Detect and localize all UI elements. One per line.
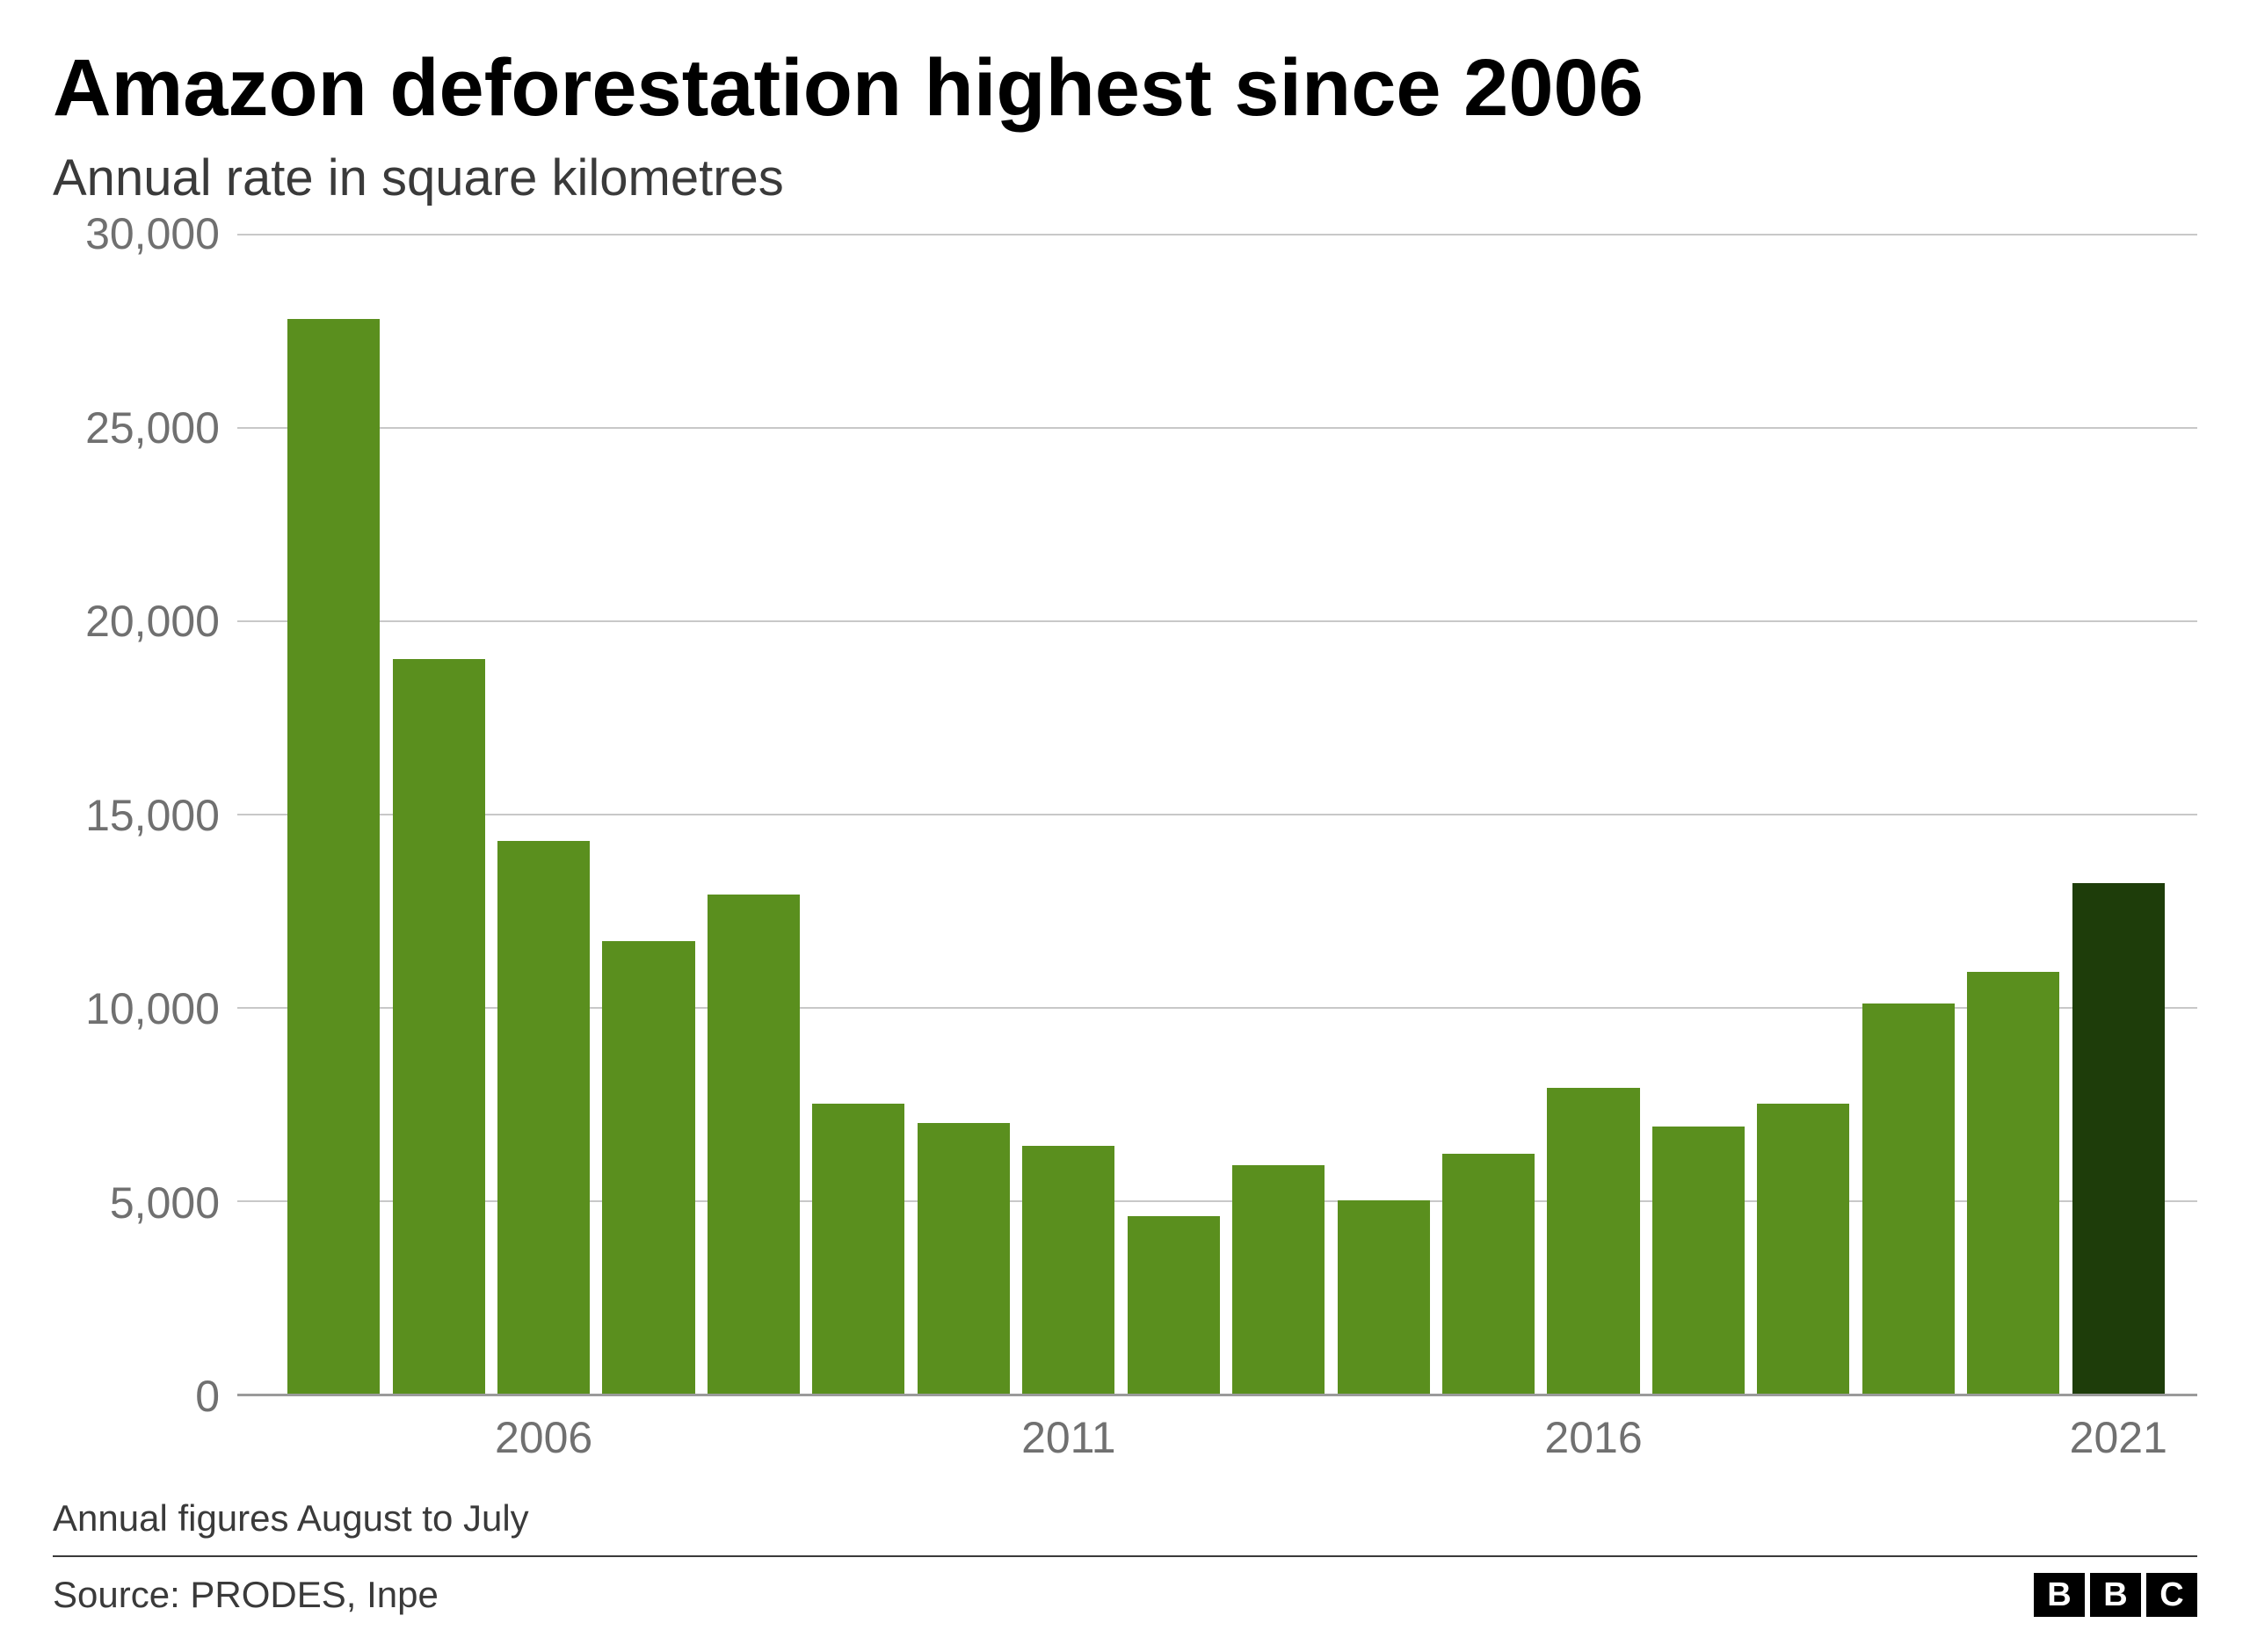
bar [1862, 1004, 1955, 1394]
footnote: Annual figures August to July [53, 1475, 2197, 1555]
bar [1652, 1127, 1745, 1394]
bar [287, 319, 380, 1394]
bbc-logo-block: B [2034, 1573, 2085, 1617]
bar [1022, 1146, 1114, 1394]
bar-slot [2065, 234, 2170, 1394]
bar-slot [1751, 234, 1855, 1394]
x-tick-label: 2016 [1544, 1412, 1642, 1463]
y-tick-label: 30,000 [85, 208, 220, 259]
bbc-logo: BBC [2034, 1573, 2197, 1617]
bar-slot [1856, 234, 1961, 1394]
bar-slot [1961, 234, 2065, 1394]
y-tick-label: 25,000 [85, 402, 220, 453]
bar [393, 659, 485, 1394]
source-text: Source: PRODES, Inpe [53, 1574, 439, 1616]
bar-slot [491, 234, 596, 1394]
bar [708, 895, 800, 1394]
y-tick-label: 5,000 [110, 1177, 220, 1228]
bar-slot [596, 234, 700, 1394]
bar-slot [911, 234, 1016, 1394]
bar [602, 941, 694, 1394]
bar [497, 841, 590, 1394]
x-axis: 2006 2011 2016 2021 [53, 1396, 2197, 1475]
y-tick-label: 15,000 [85, 790, 220, 841]
bars-container [237, 234, 2197, 1394]
bar-slot [1016, 234, 1121, 1394]
source-row: Source: PRODES, Inpe BBC [53, 1555, 2197, 1617]
chart-area: 05,00010,00015,00020,00025,00030,000 [53, 234, 2197, 1396]
chart-subtitle: Annual rate in square kilometres [53, 149, 2197, 207]
y-axis: 05,00010,00015,00020,00025,00030,000 [53, 234, 237, 1396]
bar-slot [1541, 234, 1645, 1394]
bar [812, 1104, 904, 1394]
chart-title: Amazon deforestation highest since 2006 [53, 44, 2197, 133]
y-tick-label: 10,000 [85, 983, 220, 1034]
bbc-logo-block: B [2090, 1573, 2141, 1617]
bar-slot [1121, 234, 1226, 1394]
bar [1967, 972, 2059, 1394]
bbc-logo-block: C [2146, 1573, 2197, 1617]
bar [1128, 1216, 1220, 1394]
plot-area [237, 234, 2197, 1396]
bar-slot [701, 234, 806, 1394]
bar [1338, 1200, 1430, 1394]
x-tick-label: 2011 [1021, 1412, 1116, 1463]
bar-slot [386, 234, 490, 1394]
y-tick-label: 20,000 [85, 596, 220, 647]
bar-slot [281, 234, 386, 1394]
bar-slot [806, 234, 911, 1394]
bar-slot [1436, 234, 1541, 1394]
bar [1547, 1088, 1639, 1394]
bar [918, 1123, 1010, 1394]
bar-slot [1331, 234, 1435, 1394]
bar [2072, 883, 2165, 1394]
bar-slot [1226, 234, 1331, 1394]
bar [1442, 1154, 1535, 1394]
x-tick-label: 2006 [495, 1412, 592, 1463]
bar-slot [1646, 234, 1751, 1394]
bar [1232, 1165, 1325, 1394]
x-tick-label: 2021 [2070, 1412, 2167, 1463]
bar [1757, 1104, 1849, 1394]
